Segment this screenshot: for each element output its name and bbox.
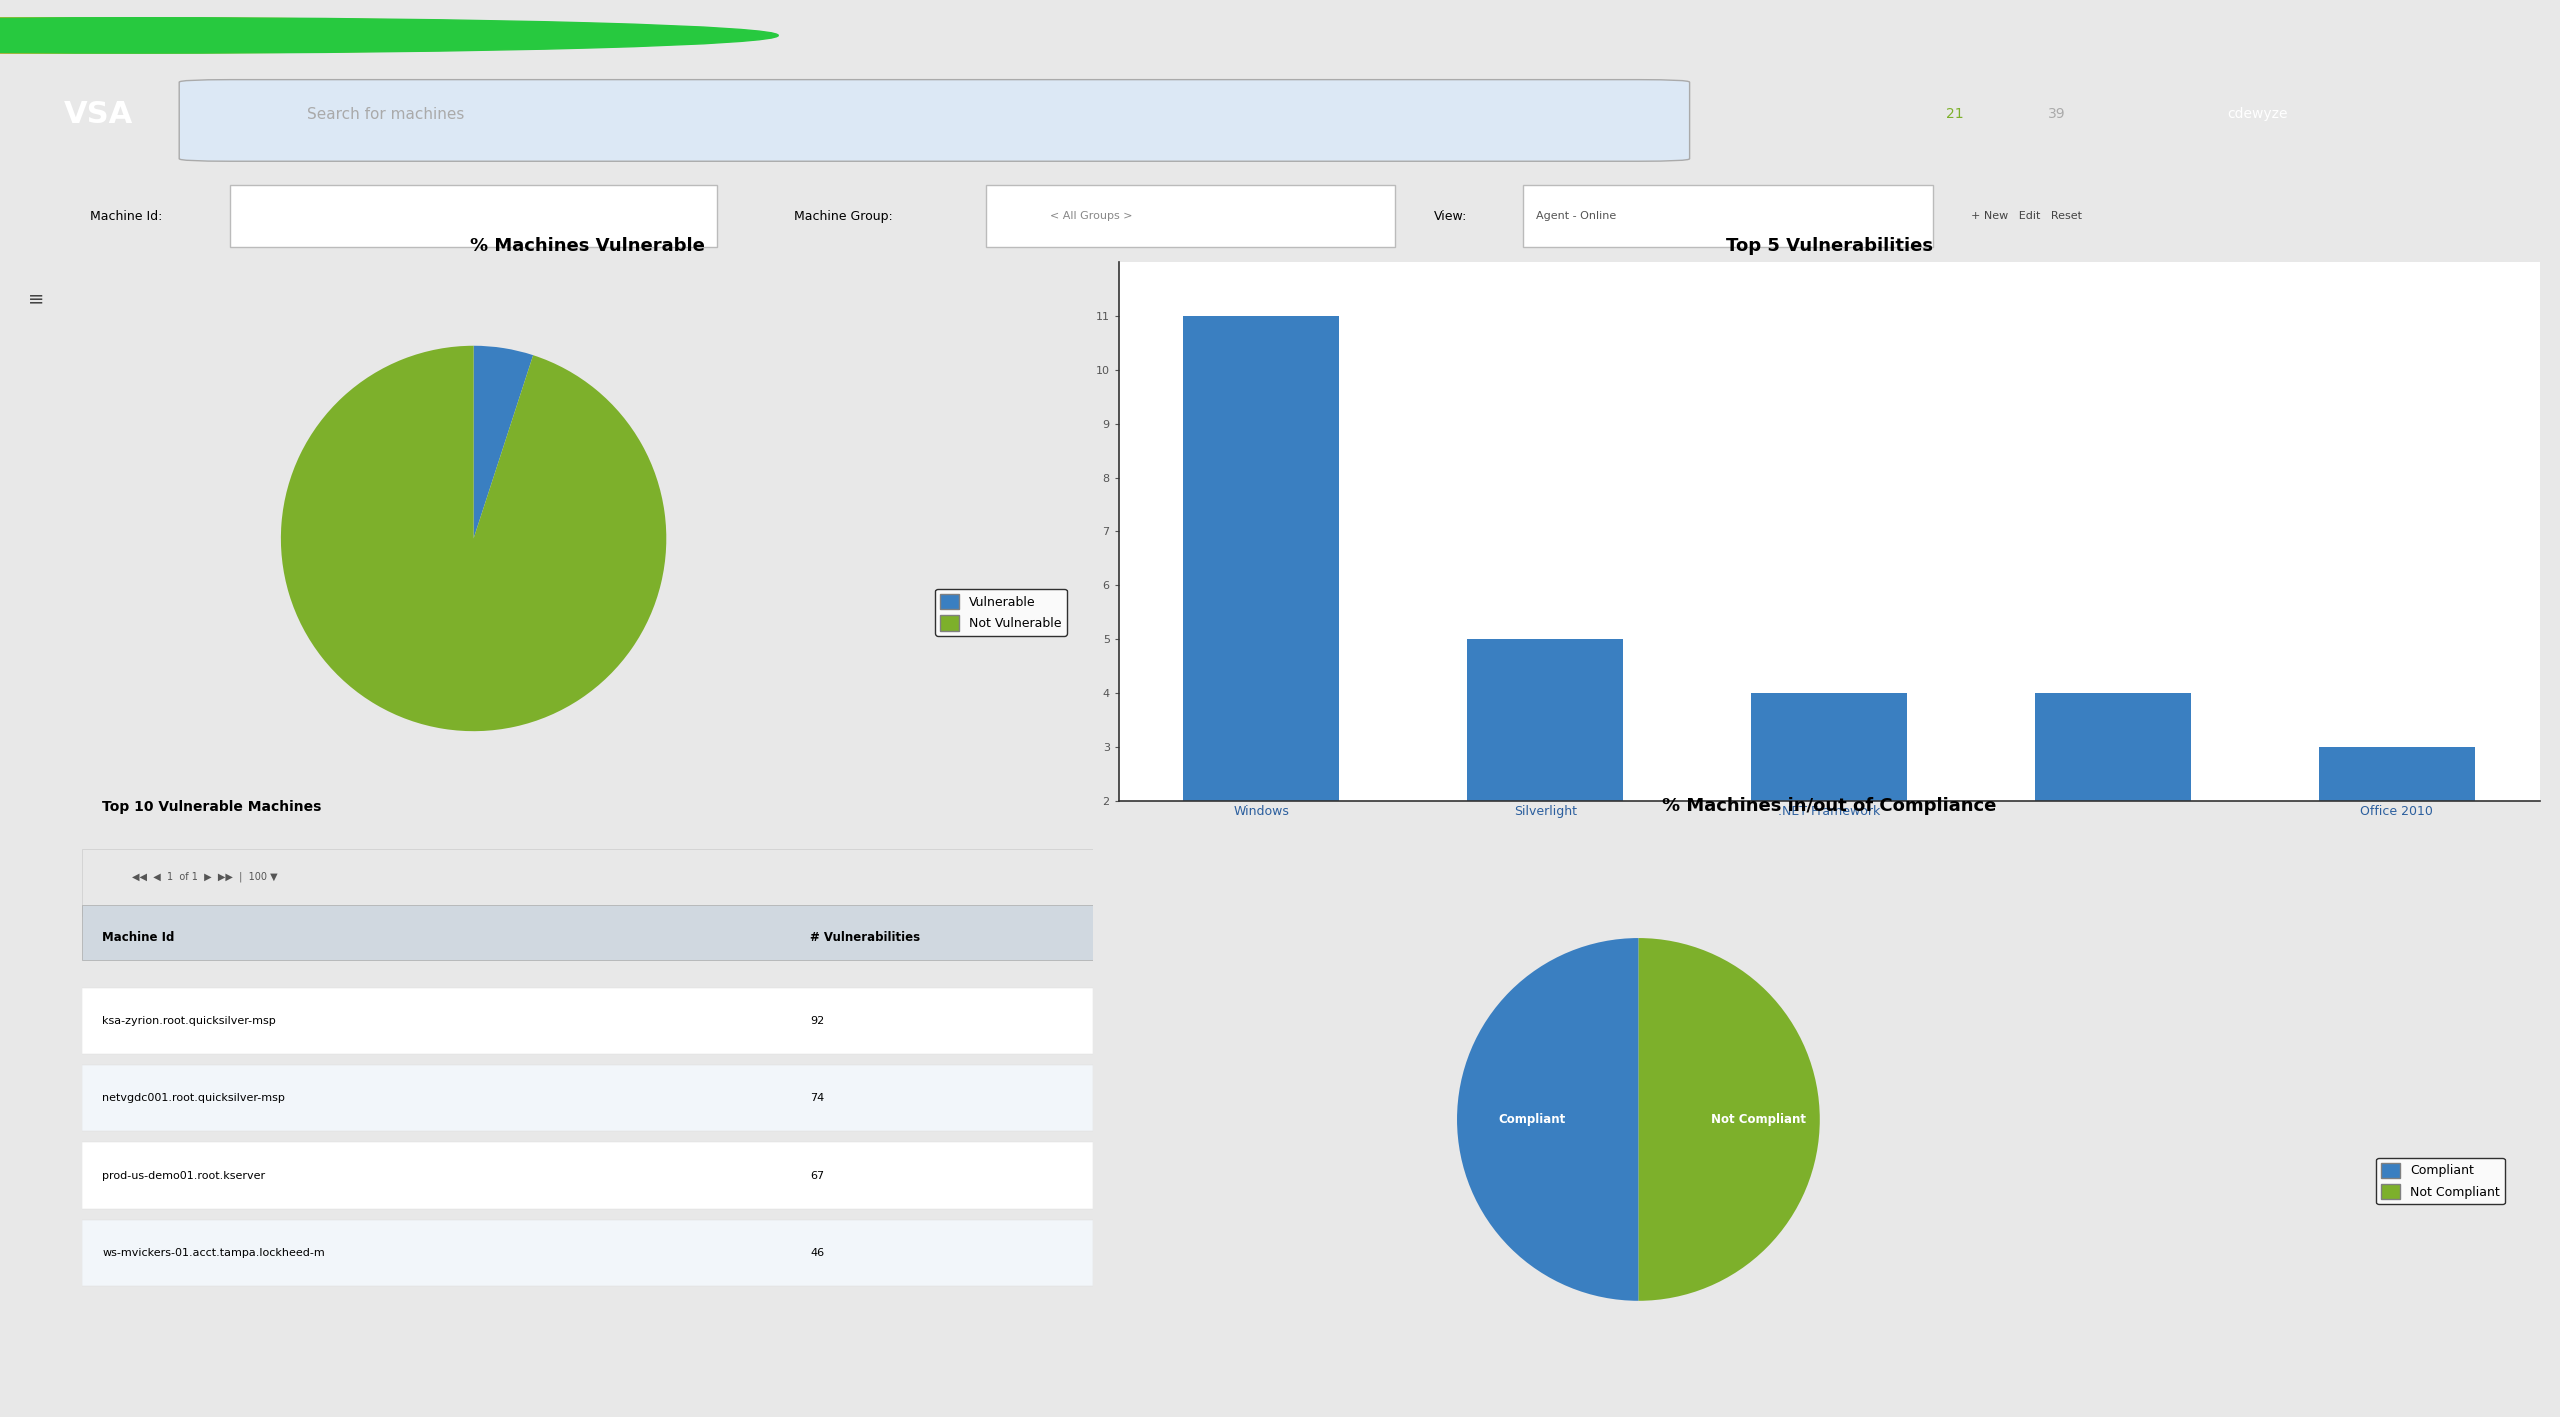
Text: ksa-zyrion.root.quicksilver-msp: ksa-zyrion.root.quicksilver-msp xyxy=(102,1016,276,1026)
Text: Compliant: Compliant xyxy=(1498,1112,1567,1127)
Text: netvgdc001.root.quicksilver-msp: netvgdc001.root.quicksilver-msp xyxy=(102,1093,284,1104)
Text: ws-mvickers-01.acct.tampa.lockheed-m: ws-mvickers-01.acct.tampa.lockheed-m xyxy=(102,1248,325,1258)
Wedge shape xyxy=(1457,938,1638,1301)
Text: Machine Group:: Machine Group: xyxy=(794,210,893,222)
Legend: Compliant, Not Compliant: Compliant, Not Compliant xyxy=(2376,1158,2504,1204)
FancyBboxPatch shape xyxy=(1523,184,1933,248)
Bar xyxy=(1751,693,1907,908)
Title: Top 5 Vulnerabilities: Top 5 Vulnerabilities xyxy=(1725,237,1933,255)
Text: 74: 74 xyxy=(809,1093,824,1104)
Text: prod-us-demo01.root.kserver: prod-us-demo01.root.kserver xyxy=(102,1170,266,1180)
Title: % Machines in/out of Compliance: % Machines in/out of Compliance xyxy=(1661,796,1997,815)
Bar xyxy=(1183,316,1339,908)
FancyBboxPatch shape xyxy=(230,184,717,248)
Text: cdewyze: cdewyze xyxy=(2227,108,2289,120)
Text: Top 10 Vulnerable Machines: Top 10 Vulnerable Machines xyxy=(102,799,323,813)
Circle shape xyxy=(0,17,778,54)
Bar xyxy=(1467,639,1623,908)
FancyBboxPatch shape xyxy=(82,988,1093,1054)
Wedge shape xyxy=(1638,938,1820,1301)
Text: Not Compliant: Not Compliant xyxy=(1710,1112,1805,1127)
Text: Search for machines: Search for machines xyxy=(307,106,463,122)
FancyBboxPatch shape xyxy=(82,904,1093,961)
Text: ≡: ≡ xyxy=(28,290,44,309)
FancyBboxPatch shape xyxy=(82,1066,1093,1131)
Bar xyxy=(2035,693,2191,908)
Text: < All Groups >: < All Groups > xyxy=(1050,211,1132,221)
Wedge shape xyxy=(282,346,666,731)
Text: 39: 39 xyxy=(2048,108,2066,120)
Legend: Vulnerable, Not Vulnerable: Vulnerable, Not Vulnerable xyxy=(934,589,1068,635)
Text: 21: 21 xyxy=(1946,108,1964,120)
Text: + New   Edit   Reset: + New Edit Reset xyxy=(1971,211,2081,221)
Circle shape xyxy=(0,17,686,54)
FancyBboxPatch shape xyxy=(82,1142,1093,1209)
FancyBboxPatch shape xyxy=(82,1220,1093,1287)
Text: ◀◀  ◀  1  of 1  ▶  ▶▶  |  100 ▼: ◀◀ ◀ 1 of 1 ▶ ▶▶ | 100 ▼ xyxy=(133,871,279,883)
Text: 92: 92 xyxy=(809,1016,824,1026)
Text: Machine Id:: Machine Id: xyxy=(90,210,161,222)
Title: % Machines Vulnerable: % Machines Vulnerable xyxy=(471,237,704,255)
FancyBboxPatch shape xyxy=(82,849,1093,915)
Text: View:: View: xyxy=(1434,210,1467,222)
Bar xyxy=(2319,747,2476,908)
Text: 67: 67 xyxy=(809,1170,824,1180)
Text: VSA: VSA xyxy=(64,99,133,129)
Text: # Vulnerabilities: # Vulnerabilities xyxy=(809,931,919,944)
Text: Machine Id: Machine Id xyxy=(102,931,174,944)
Text: Agent - Online: Agent - Online xyxy=(1536,211,1615,221)
FancyBboxPatch shape xyxy=(179,79,1690,162)
FancyBboxPatch shape xyxy=(986,184,1395,248)
Circle shape xyxy=(0,17,732,54)
Text: 46: 46 xyxy=(809,1248,824,1258)
Wedge shape xyxy=(474,346,532,538)
